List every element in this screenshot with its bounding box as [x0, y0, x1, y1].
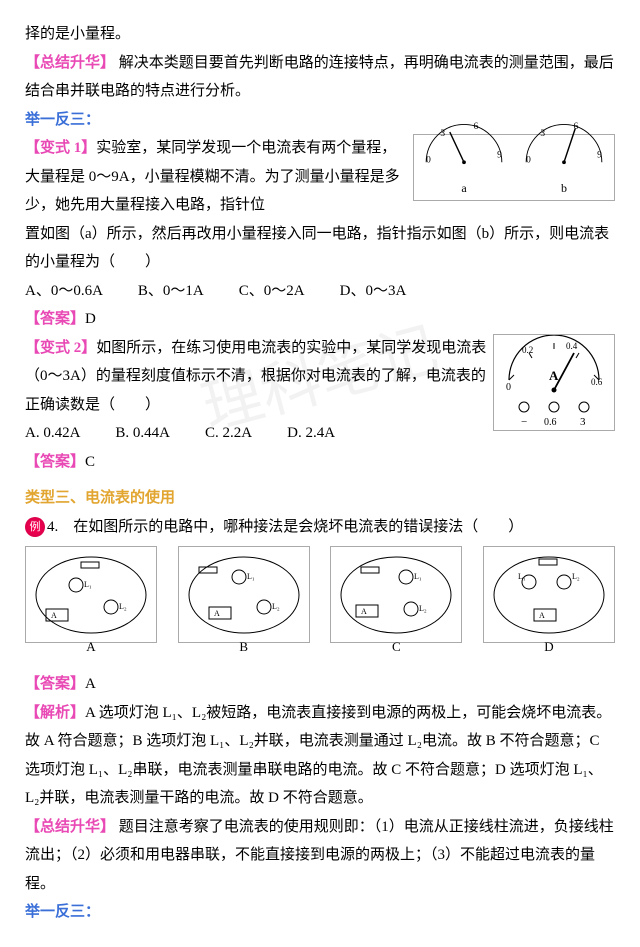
answer-val: A	[85, 676, 96, 692]
svg-text:A: A	[214, 609, 220, 618]
svg-text:L₂: L₂	[572, 572, 580, 581]
meter-label-a: a	[416, 177, 512, 200]
summary-tag: 【总结升华】	[25, 819, 115, 835]
svg-text:0.2: 0.2	[522, 345, 533, 355]
answer-tag: 【答案】	[25, 454, 85, 470]
variant2-tag: 【变式 2】	[25, 340, 96, 356]
circuit-b: L₁AL₂ B	[178, 546, 310, 643]
intro-line1: 择的是小量程。	[25, 20, 615, 49]
svg-text:3: 3	[540, 129, 545, 139]
circuit-diagrams: L₁AL₂ A L₁AL₂ B L₁AL₂ C L₁L₂A D	[25, 546, 615, 643]
svg-text:0: 0	[426, 155, 431, 165]
analysis-body: A 选项灯泡 L₁、L₂被短路，电流表直接接到电源的两极上，可能会烧坏电流表。故…	[25, 705, 611, 807]
opt-a: A. 0.42A	[25, 419, 80, 448]
opt-d: D. 2.4A	[287, 419, 335, 448]
svg-text:A: A	[361, 607, 367, 616]
example-4-text: 4. 在如图所示的电路中，哪种接法是会烧坏电流表的错误接法（ ）	[47, 519, 523, 535]
svg-text:9: 9	[497, 150, 502, 160]
svg-text:0.4: 0.4	[566, 341, 578, 351]
svg-text:L₁: L₁	[247, 572, 255, 581]
variant1-options: A、0～0.6A B、0～1A C、0～2A D、0～3A	[25, 277, 615, 306]
svg-text:L₁: L₁	[518, 572, 526, 581]
svg-text:A: A	[539, 611, 545, 620]
opt-d: D、0～3A	[340, 277, 407, 306]
summary-tag: 【总结升华】	[25, 55, 115, 71]
ammeter-figure: 0 0.2 0.4 0.6 A − 0.6 3	[493, 334, 615, 431]
variant-1: 0369 a 0369 b 【变式 1】实验室，某同学发现一个电流表有两个量程，…	[25, 134, 615, 220]
example-badge-icon: 例	[25, 517, 45, 537]
svg-text:L₁: L₁	[84, 580, 92, 589]
analysis-tag: 【解析】	[25, 705, 85, 721]
answer-tag: 【答案】	[25, 311, 85, 327]
svg-text:6: 6	[473, 122, 478, 132]
summary: 【总结升华】 题目注意考察了电流表的使用规则即：（1）电流从正接线柱流进，负接线…	[25, 813, 615, 899]
variant1-p2: 置如图（a）所示，然后再改用小量程接入同一电路，指针指示如图（b）所示，则电流表…	[25, 220, 615, 277]
variant2-options: A. 0.42A B. 0.44A C. 2.2A D. 2.4A	[25, 419, 488, 448]
example-4-q: 例4. 在如图所示的电路中，哪种接法是会烧坏电流表的错误接法（ ）	[25, 513, 615, 542]
opt-b: B. 0.44A	[115, 419, 170, 448]
svg-text:A: A	[549, 368, 559, 383]
svg-text:−: −	[521, 416, 527, 428]
svg-text:0.6: 0.6	[591, 377, 603, 387]
svg-text:L₂: L₂	[119, 602, 127, 611]
circuit-a: L₁AL₂ A	[25, 546, 157, 643]
intro-summary: 【总结升华】 解决本类题目要首先判断电路的连接特点，再明确电流表的测量范围，最后…	[25, 49, 615, 106]
svg-text:A: A	[51, 611, 57, 620]
analysis: 【解析】A 选项灯泡 L₁、L₂被短路，电流表直接接到电源的两极上，可能会烧坏电…	[25, 699, 615, 813]
svg-text:L₂: L₂	[272, 602, 280, 611]
opt-b: B、0～1A	[138, 277, 204, 306]
svg-text:L₂: L₂	[419, 604, 427, 613]
svg-text:0: 0	[506, 382, 511, 393]
opt-c: C、0～2A	[239, 277, 305, 306]
section-3-title: 类型三、电流表的使用	[25, 484, 615, 513]
label-a: A	[86, 635, 95, 660]
meter-label-b: b	[516, 177, 612, 200]
svg-text:3: 3	[580, 416, 586, 428]
circuit-d: L₁L₂A D	[483, 546, 615, 643]
variant1-tag: 【变式 1】	[25, 140, 96, 156]
more-examples-tag: 举一反三：	[25, 898, 615, 927]
variant-2: 0 0.2 0.4 0.6 A − 0.6 3 【变式 2】如图所示，在练习使用…	[25, 334, 615, 448]
svg-text:9: 9	[597, 150, 602, 160]
svg-text:6: 6	[573, 122, 578, 132]
label-b: B	[239, 635, 248, 660]
meter-figure-ab: 0369 a 0369 b	[413, 134, 615, 201]
svg-text:L₁: L₁	[414, 572, 422, 581]
opt-a: A、0～0.6A	[25, 277, 103, 306]
answer-tag: 【答案】	[25, 676, 85, 692]
circuit-c: L₁AL₂ C	[330, 546, 462, 643]
label-d: D	[544, 635, 553, 660]
opt-c: C. 2.2A	[205, 419, 252, 448]
svg-text:0.6: 0.6	[544, 417, 557, 428]
svg-text:3: 3	[440, 129, 445, 139]
answer-val: C	[85, 454, 95, 470]
svg-text:0: 0	[526, 155, 531, 165]
answer-val: D	[85, 311, 96, 327]
label-c: C	[392, 635, 401, 660]
